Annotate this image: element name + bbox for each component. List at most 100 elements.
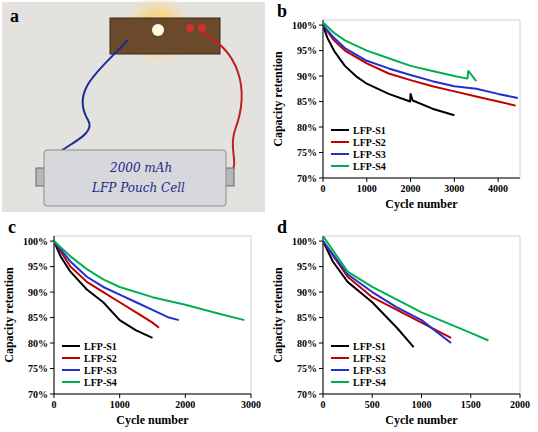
terminal [198,24,206,32]
y-tick-label: 95% [297,261,317,272]
x-tick-label: 1000 [357,183,377,194]
y-tick [50,368,54,369]
x-tick-label: 3000 [444,183,464,194]
chart-panel: 70%75%80%85%90%95%100%01000200030004000C… [271,1,520,211]
y-tick-label: 90% [297,287,317,298]
series-line [323,241,451,343]
figure: 2000 mAh LFP Pouch Cell a 70% 75% 80% 85% 90% 95… [0,0,538,432]
y-tick [319,317,323,318]
panel-letter: d [277,217,287,237]
data-group [323,23,518,116]
y-tick [50,292,54,293]
y-tick-label: 70% [297,389,317,400]
series-line [323,241,451,338]
x-tick [421,394,422,398]
y-tick [319,25,323,26]
x-axis [323,178,520,179]
x-axis [54,394,251,395]
cell-label: LFP Pouch Cell [91,181,185,195]
y-tick-label: 80% [297,338,317,349]
legend-label: LFP-S1 [353,125,386,136]
series-line [323,25,518,98]
plot-frame [323,236,520,394]
x-tick-label: 2000 [175,399,195,410]
x-tick-label: 0 [321,183,326,194]
y-tick [50,266,54,267]
chart-panel: 70%75%80%85%90%95%100%0100020003000Cycle… [2,217,261,427]
legend: LFP-S1LFP-S2LFP-S3LFP-S4 [331,125,386,172]
x-tick-label: 1500 [461,399,481,410]
y-tick [319,76,323,77]
legend-swatch [62,357,80,359]
legend-swatch [62,381,80,383]
y-tick-label: 90% [28,287,48,298]
y-tick [319,241,323,242]
y-tick [319,152,323,153]
y-tick [50,394,54,395]
y-tick [50,343,54,344]
y-axis [323,20,324,178]
pouch-cell [44,150,226,206]
y-tick-label: 100% [292,20,317,31]
x-tick [323,394,324,398]
cell-label: 2000 mAh [109,161,172,175]
y-tick-label: 100% [292,236,317,247]
y-tick [319,394,323,395]
legend-swatch [331,381,349,383]
y-axis [54,236,55,394]
legend-label: LFP-S3 [353,149,386,160]
legend-label: LFP-S4 [84,377,117,388]
y-tick [319,50,323,51]
legend-label: LFP-S4 [353,161,386,172]
y-axis-title: Capacity retention [271,51,285,147]
panel-letter: c [8,217,16,237]
x-tick-label: 1000 [412,399,432,410]
series-line [323,23,476,82]
x-tick [498,178,499,182]
y-tick-label: 80% [28,338,48,349]
plot-frame [54,236,251,394]
legend-label: LFP-S2 [353,137,386,148]
x-tick-label: 2000 [510,399,530,410]
x-tick-label: 3000 [241,399,261,410]
x-tick [410,178,411,182]
y-tick-label: 85% [28,312,48,323]
legend-label: LFP-S1 [84,341,117,352]
legend-swatch [331,345,349,347]
legend-swatch [331,141,349,143]
plot-frame [323,20,520,178]
panel-letter: b [277,1,287,21]
y-tick [319,343,323,344]
y-axis-title: Capacity retention [271,267,285,363]
x-tick [119,394,120,398]
y-tick [319,178,323,179]
legend-swatch [331,129,349,131]
y-axis-title: Capacity retention [2,267,16,363]
x-tick [520,394,521,398]
terminal [186,24,194,32]
series-line [54,241,179,320]
legend: LFP-S1LFP-S2LFP-S3LFP-S4 [331,341,386,388]
y-tick [319,292,323,293]
y-axis [323,236,324,394]
legend-swatch [331,369,349,371]
x-tick-label: 0 [52,399,57,410]
x-axis-title: Cycle number [385,413,458,427]
y-tick-label: 75% [297,363,317,374]
legend-label: LFP-S3 [353,365,386,376]
legend-swatch [331,357,349,359]
data-group [54,241,244,338]
led [152,24,164,36]
x-tick-label: 500 [365,399,380,410]
x-tick [251,394,252,398]
legend-swatch [331,165,349,167]
series-line [54,241,159,328]
y-tick-label: 70% [28,389,48,400]
series-line [54,241,244,320]
legend-label: LFP-S2 [353,353,386,364]
legend-label: LFP-S3 [84,365,117,376]
series-line [323,25,516,106]
y-tick-label: 70% [297,173,317,184]
legend-label: LFP-S2 [84,353,117,364]
panel-letter: a [10,6,19,26]
